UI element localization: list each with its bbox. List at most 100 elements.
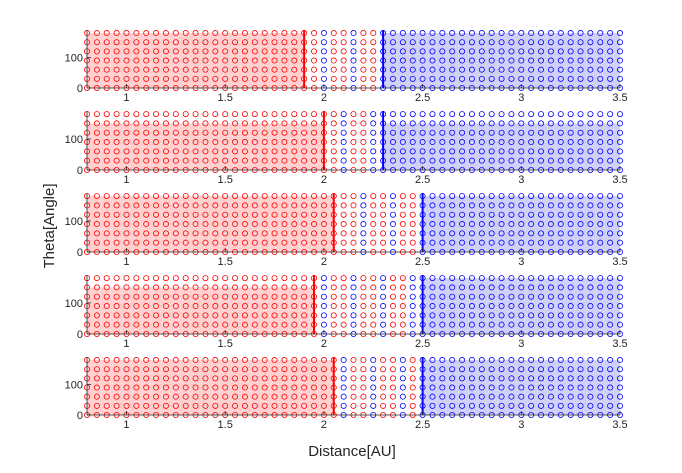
x-tick-label: 2.5 [415,338,430,350]
data-point [311,366,318,373]
data-point [547,375,554,382]
data-point [478,139,485,146]
data-point [538,211,545,218]
data-point [468,157,475,164]
data-point [429,275,436,282]
data-point [232,48,239,55]
data-point [340,312,347,319]
data-point [182,375,189,382]
data-point [153,284,160,291]
data-point [528,39,535,46]
data-point [459,366,466,373]
x-tick-label: 1 [123,338,129,350]
data-point [182,202,189,209]
data-point [192,293,199,300]
data-point [547,402,554,409]
data-point [192,366,199,373]
data-point [547,211,554,218]
data-point [389,120,396,127]
data-point [192,230,199,237]
data-point [459,293,466,300]
data-point [547,39,554,46]
x-tick-label: 1.5 [218,419,233,431]
data-point [360,193,367,200]
data-point [123,239,130,246]
data-point [607,321,614,328]
data-point [567,30,574,37]
data-point [518,120,525,127]
x-tick-label: 2 [321,338,327,350]
data-point [113,357,120,364]
data-point [547,303,554,310]
data-point [370,48,377,55]
data-point [498,75,505,82]
data-point [547,148,554,155]
data-point [251,129,258,136]
data-point [301,393,308,400]
data-point [261,393,268,400]
data-point [468,402,475,409]
data-point [577,275,584,282]
data-point [399,139,406,146]
x-tick-label: 1 [123,174,129,186]
data-point [508,157,515,164]
data-point [241,303,248,310]
data-point [360,384,367,391]
data-point [103,30,110,37]
data-point [162,239,169,246]
data-point [271,129,278,136]
data-point [607,275,614,282]
data-point [488,48,495,55]
data-point [518,375,525,382]
data-point [459,239,466,246]
data-point [587,157,594,164]
data-point [182,30,189,37]
data-point [409,129,416,136]
data-point [409,120,416,127]
data-point [133,30,140,37]
data-point [143,393,150,400]
data-point [360,129,367,136]
data-point [538,202,545,209]
data-point [340,284,347,291]
data-point [478,275,485,282]
data-point [528,321,535,328]
y-tick-label: 100 [65,216,83,228]
data-point [251,39,258,46]
data-point [528,375,535,382]
data-point [577,139,584,146]
data-point [538,48,545,55]
data-point [350,157,357,164]
data-point [380,375,387,382]
data-point [587,48,594,55]
data-point [360,230,367,237]
data-point [587,148,594,155]
data-point [222,402,229,409]
data-point [478,402,485,409]
data-point [409,202,416,209]
data-point [192,202,199,209]
data-point [429,120,436,127]
data-point [478,120,485,127]
data-point [261,357,268,364]
data-point [468,211,475,218]
data-point [597,366,604,373]
data-point [212,303,219,310]
data-point [380,366,387,373]
data-point [241,48,248,55]
data-point [153,129,160,136]
data-point [133,193,140,200]
data-point [232,321,239,328]
data-point [449,75,456,82]
data-point [330,157,337,164]
x-tick-label: 2 [321,92,327,104]
data-point [192,402,199,409]
data-point [399,221,406,228]
data-point [281,284,288,291]
data-point [409,384,416,391]
data-point [587,211,594,218]
data-point [528,230,535,237]
data-point [93,129,100,136]
data-point [340,66,347,73]
